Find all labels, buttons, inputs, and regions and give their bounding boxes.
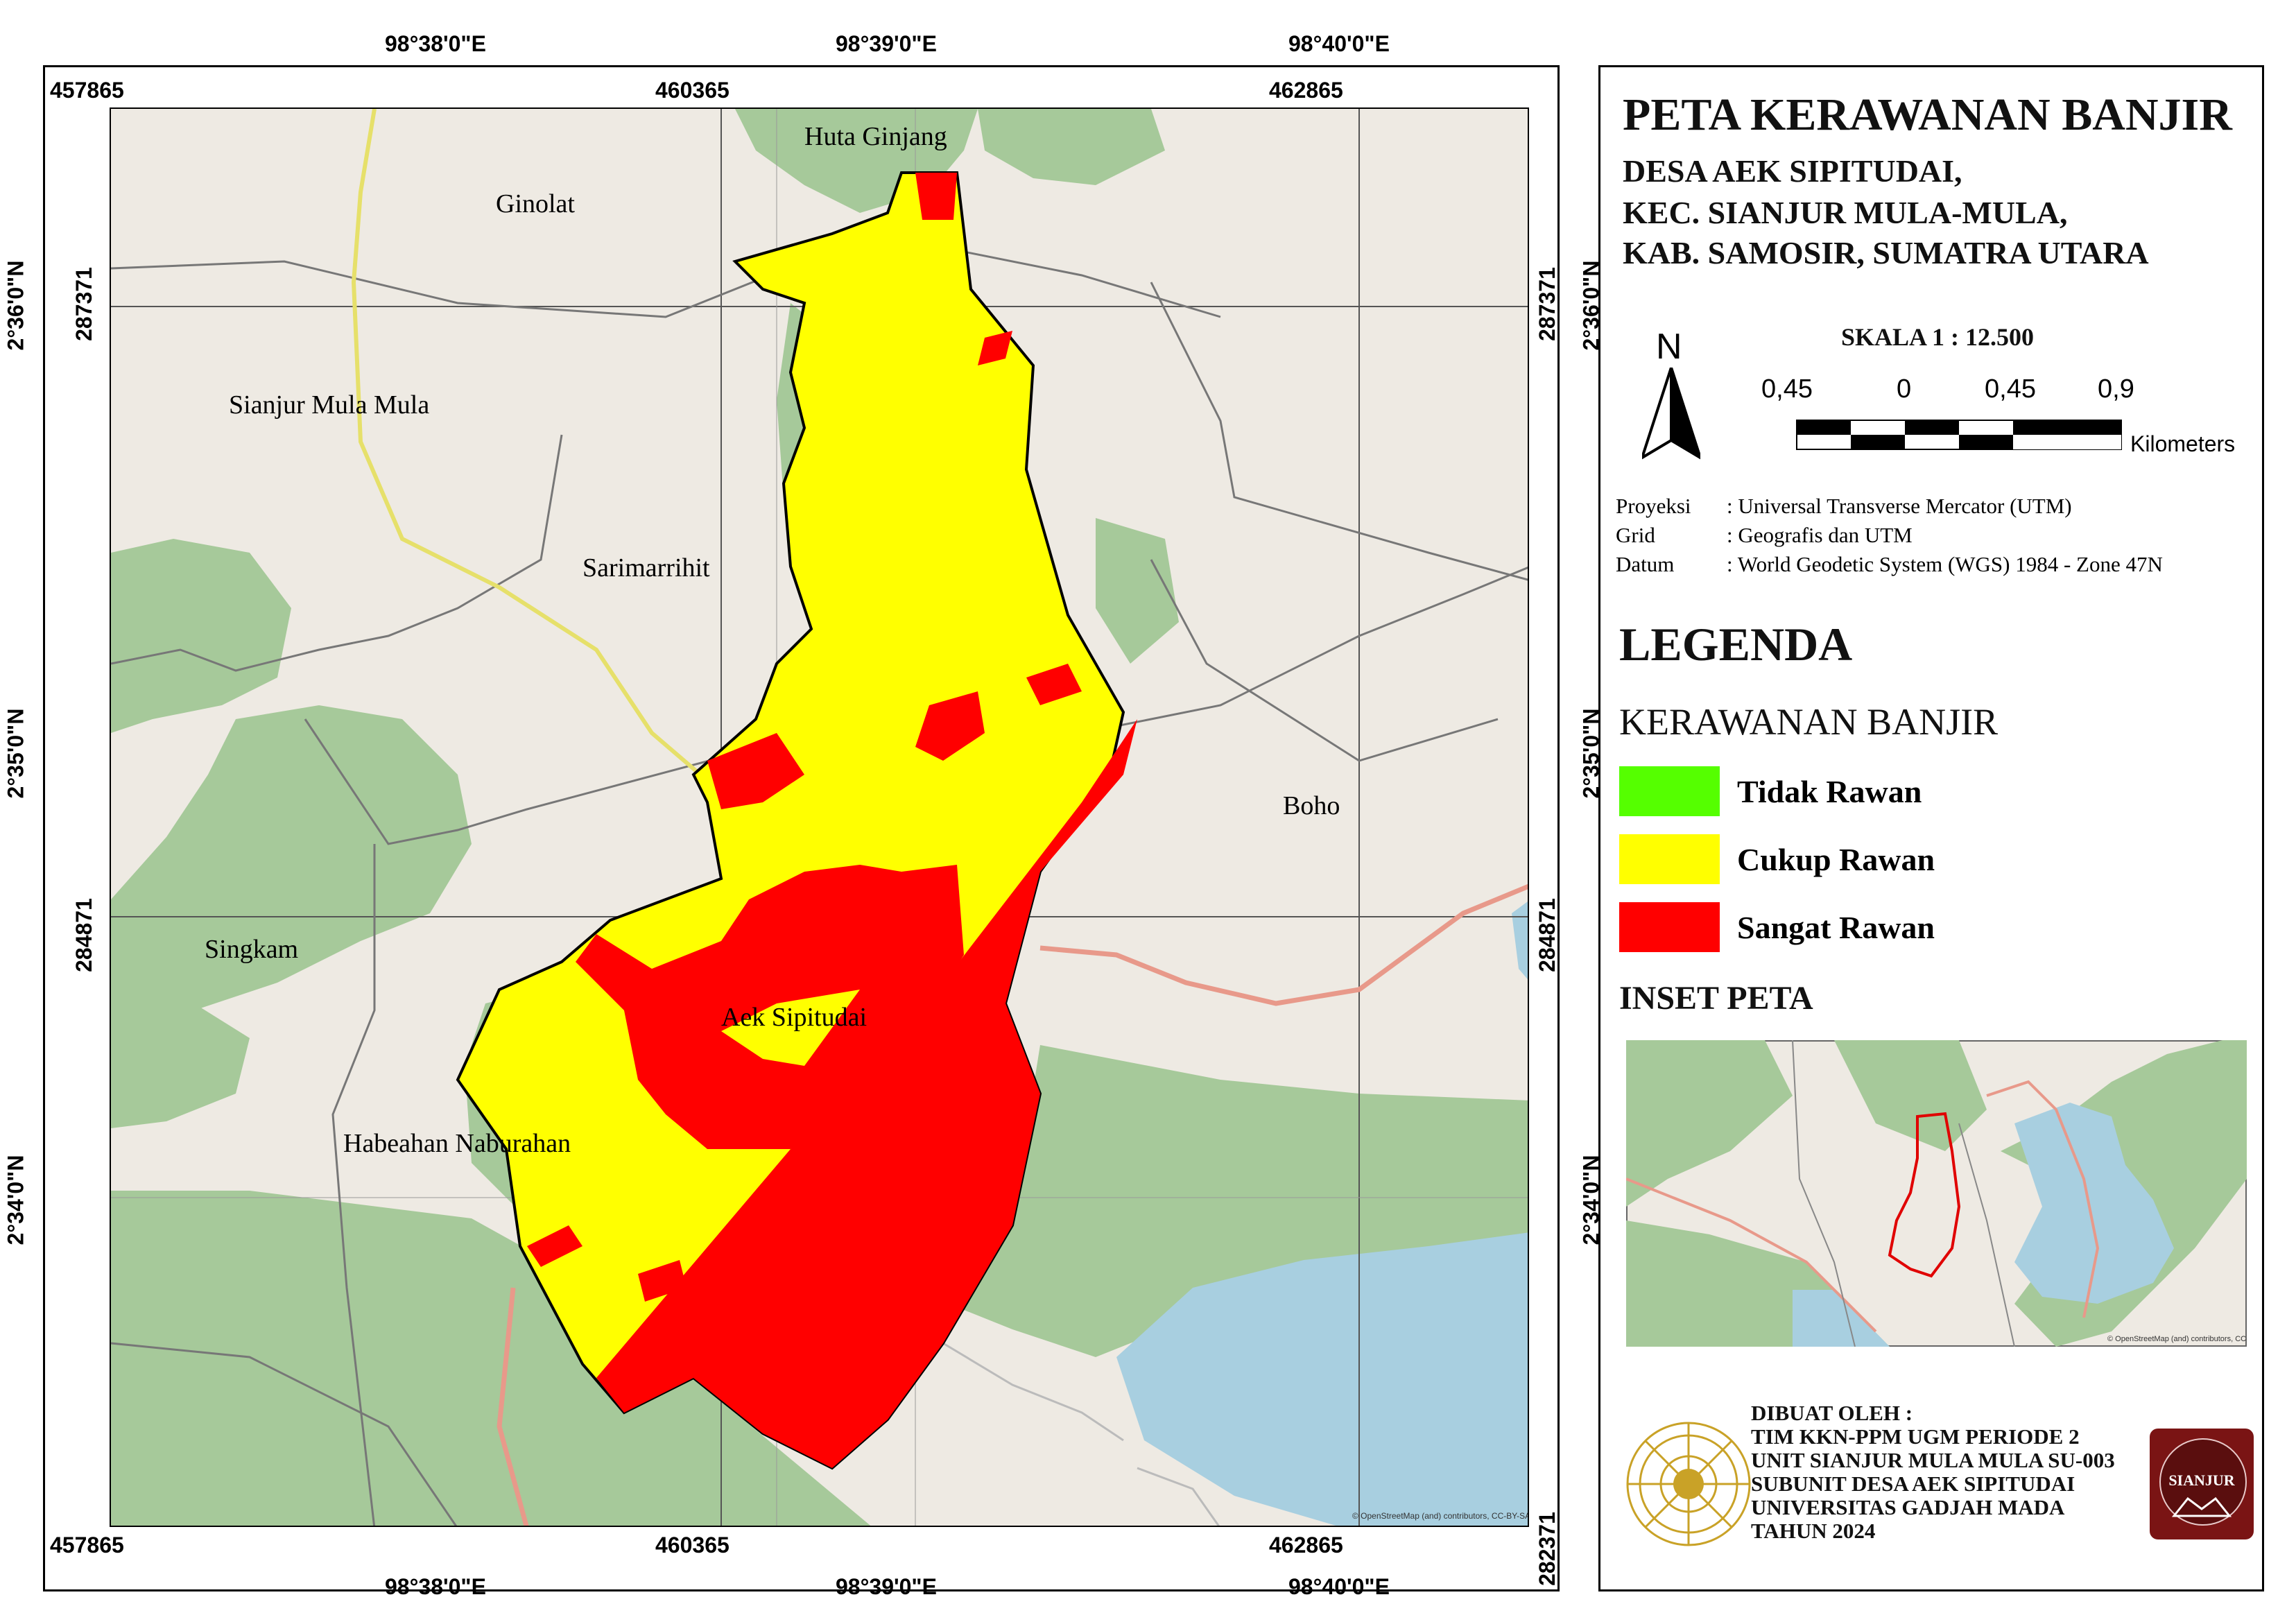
subtitle-line-1: DESA AEK SIPITUDAI, xyxy=(1623,153,1962,189)
scale-text: SKALA 1 : 12.500 xyxy=(1841,323,2035,351)
subtitle-line-3: KAB. SAMOSIR, SUMATRA UTARA xyxy=(1623,235,2149,270)
forest-left-2 xyxy=(111,705,472,1024)
ugm-emblem xyxy=(1626,1422,1751,1546)
grid-label: Grid xyxy=(1616,523,1655,547)
scale-label-1: 0,45 xyxy=(1761,374,1813,404)
zone-red-spot-4 xyxy=(707,733,804,809)
lake-edge xyxy=(1512,901,1528,980)
place-label-sianjur-mula-mula: Sianjur Mula Mula xyxy=(229,390,430,420)
map-attribution: © OpenStreetMap (and) contributors, CC-B… xyxy=(1352,1511,1529,1521)
geo-top-label-3: 98°40'0"E xyxy=(1288,31,1390,56)
scale-label-3: 0,45 xyxy=(1985,374,2036,404)
grid-value: : Geografis dan UTM xyxy=(1727,523,1913,547)
forest-right-bottom xyxy=(943,1045,1528,1357)
geo-bottom-label-3: 98°40'0"E xyxy=(1288,1574,1390,1599)
map-title: PETA KERAWANAN BANJIR xyxy=(1623,89,2232,140)
forest-left-3 xyxy=(111,1003,250,1128)
inset-attribution: © OpenStreetMap (and) contributors, CC-B… xyxy=(2107,1335,2247,1343)
datum-label: Datum xyxy=(1616,552,1675,576)
geo-bottom-label-2: 98°39'0"E xyxy=(836,1574,937,1599)
geo-left-label-1: 2°36'0"N xyxy=(3,260,28,351)
utm-top-label-1: 457865 xyxy=(50,78,124,103)
place-label-huta-ginjang: Huta Ginjang xyxy=(804,122,947,151)
legend-label-tidak-rawan: Tidak Rawan xyxy=(1737,774,1922,809)
minor-roads xyxy=(942,1342,1220,1526)
place-label-ginolat: Ginolat xyxy=(496,189,575,218)
sianjur-logo-text: SIANJUR xyxy=(2168,1472,2235,1489)
utm-bottom-label-2: 460365 xyxy=(655,1533,730,1558)
utm-right-label-1: 287371 xyxy=(1534,267,1560,341)
legend-heading: LEGENDA xyxy=(1619,618,1853,671)
credits-line-5: UNIVERSITAS GADJAH MADA xyxy=(1751,1495,2065,1519)
inset-map[interactable]: © OpenStreetMap (and) contributors, CC-B… xyxy=(1626,1040,2247,1347)
credits-line-1: DIBUAT OLEH : xyxy=(1751,1401,1913,1425)
zone-red-spot-6 xyxy=(638,1260,687,1302)
utm-left-label-2: 284871 xyxy=(71,898,96,972)
utm-bottom-label-3: 462865 xyxy=(1269,1533,1343,1558)
place-label-sarimarrihit: Sarimarrihit xyxy=(582,553,710,583)
place-label-aek-sipitudai: Aek Sipitudai xyxy=(721,1003,868,1032)
datum-value: : World Geodetic System (WGS) 1984 - Zon… xyxy=(1727,552,2163,576)
scale-bar xyxy=(1796,420,2122,450)
legend-label-cukup-rawan: Cukup Rawan xyxy=(1737,842,1935,877)
legend-swatch-cukup-rawan xyxy=(1619,834,1720,884)
projection-label: Proyeksi xyxy=(1616,494,1691,518)
zone-sangat-rawan-main xyxy=(596,719,1137,1468)
inset-title: INSET PETA xyxy=(1619,980,1813,1017)
main-road-pink xyxy=(497,883,1528,1526)
utm-top-label-2: 460365 xyxy=(655,78,730,103)
credits-line-2: TIM KKN-PPM UGM PERIODE 2 xyxy=(1751,1424,2080,1449)
flood-hazard-zones xyxy=(456,171,1137,1470)
scale-label-2: 0 xyxy=(1897,374,1912,404)
lake xyxy=(1116,1232,1528,1526)
basemap-svg xyxy=(111,109,1528,1526)
map-canvas[interactable]: Huta Ginjang Ginolat Sianjur Mula Mula S… xyxy=(110,107,1529,1527)
forest-top-right xyxy=(978,109,1165,185)
sianjur-logo: SIANJUR xyxy=(2150,1429,2254,1539)
geo-left-label-2: 2°35'0"N xyxy=(3,708,28,799)
utm-right-label-2: 284871 xyxy=(1534,898,1560,972)
forest-bottom-left xyxy=(111,1191,871,1526)
geo-left-label-3: 2°34'0"N xyxy=(3,1155,28,1245)
rumah-adat-icon xyxy=(2171,1496,2232,1517)
utm-bottom-label-1: 457865 xyxy=(50,1533,124,1558)
zone-cukup-inner xyxy=(721,990,860,1066)
place-label-habeahan-naburahan: Habeahan Naburahan xyxy=(343,1129,571,1158)
zone-red-spot-3 xyxy=(1026,664,1082,705)
utm-right-label-3: 282371 xyxy=(1534,1512,1560,1586)
place-label-boho: Boho xyxy=(1283,791,1340,820)
north-arrow-icon xyxy=(1642,368,1700,460)
roads xyxy=(111,246,1528,1526)
legend-category: KERAWANAN BANJIR xyxy=(1619,701,1999,743)
legend-swatch-sangat-rawan xyxy=(1619,902,1720,952)
subtitle-line-2: KEC. SIANJUR MULA-MULA, xyxy=(1623,195,2068,230)
utm-left-label-1: 287371 xyxy=(71,267,96,341)
geo-top-label-2: 98°39'0"E xyxy=(836,31,937,56)
projection-value: : Universal Transverse Mercator (UTM) xyxy=(1727,494,2072,518)
credits-line-3: UNIT SIANJUR MULA MULA SU-003 xyxy=(1751,1448,2115,1472)
zone-red-spot-2 xyxy=(915,691,985,761)
zone-red-spot-1 xyxy=(978,331,1012,365)
zone-red-north xyxy=(915,173,957,220)
utm-top-label-3: 462865 xyxy=(1269,78,1343,103)
zone-red-spot-5 xyxy=(527,1225,582,1267)
geo-top-label-1: 98°38'0"E xyxy=(385,31,486,56)
place-label-singkam: Singkam xyxy=(205,935,299,964)
scale-label-4: 0,9 xyxy=(2098,374,2134,404)
credits-line-6: TAHUN 2024 xyxy=(1751,1519,1876,1543)
forest-left-1 xyxy=(111,539,291,733)
legend-panel xyxy=(1598,65,2264,1591)
scale-unit: Kilometers xyxy=(2130,431,2236,456)
legend-label-sangat-rawan: Sangat Rawan xyxy=(1737,910,1935,945)
north-letter: N xyxy=(1656,327,1682,367)
legend-swatch-tidak-rawan xyxy=(1619,766,1720,816)
forest-right-small xyxy=(1096,518,1179,664)
main-road-yellow xyxy=(351,109,736,791)
credits-line-4: SUBUNIT DESA AEK SIPITUDAI xyxy=(1751,1472,2075,1496)
geo-bottom-label-1: 98°38'0"E xyxy=(385,1574,486,1599)
